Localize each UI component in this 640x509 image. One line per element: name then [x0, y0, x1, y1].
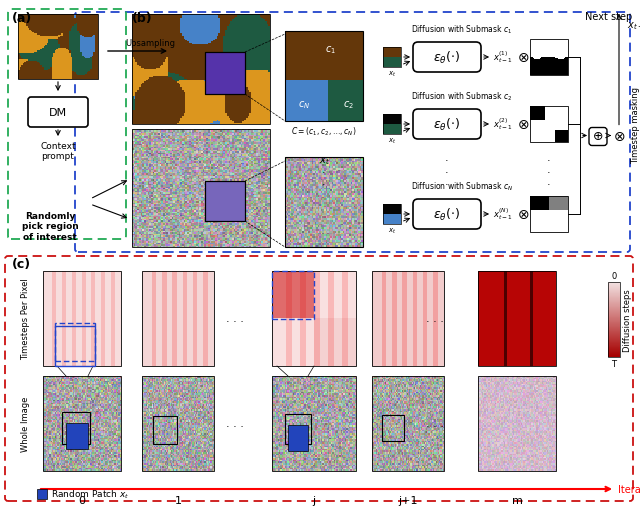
Text: T: T [611, 359, 616, 369]
Bar [382, 415, 404, 441]
Bar [608, 282, 620, 357]
Text: 1: 1 [175, 495, 182, 505]
Text: $x_{t-1}^{(2)}$: $x_{t-1}^{(2)}$ [493, 116, 513, 131]
Text: m: m [511, 495, 522, 505]
Text: Timesteps Per Pixel: Timesteps Per Pixel [22, 278, 31, 360]
Text: (b): (b) [132, 12, 152, 25]
Text: $x_{t-1}^{(1)}$: $x_{t-1}^{(1)}$ [493, 49, 513, 65]
Bar [478, 271, 556, 366]
Bar [285, 32, 363, 122]
Text: Diffusion steps: Diffusion steps [623, 289, 632, 351]
Text: . . .: . . . [226, 419, 244, 429]
Bar [285, 158, 363, 247]
Text: $\epsilon_\theta(\cdot)$: $\epsilon_\theta(\cdot)$ [433, 207, 461, 222]
Text: $\epsilon_\theta(\cdot)$: $\epsilon_\theta(\cdot)$ [433, 50, 461, 66]
Bar [18, 15, 98, 80]
Text: . . .: . . . [426, 419, 444, 429]
Bar [478, 376, 556, 471]
Text: 0: 0 [611, 271, 616, 280]
Text: (c): (c) [12, 258, 31, 270]
Text: Diffusion with Submask $c_2$: Diffusion with Submask $c_2$ [412, 90, 513, 103]
FancyBboxPatch shape [413, 43, 481, 73]
Bar [272, 271, 314, 319]
Bar [37, 489, 47, 499]
Text: Random Patch $x_t$: Random Patch $x_t$ [51, 488, 129, 500]
Text: . . .: . . . [426, 314, 444, 324]
Bar [55, 326, 95, 366]
Text: $x_{t-1}^{(N)}$: $x_{t-1}^{(N)}$ [493, 206, 513, 221]
Text: Next step: Next step [585, 12, 632, 22]
Bar [205, 182, 245, 221]
Text: $x_t$: $x_t$ [319, 155, 330, 166]
Bar [62, 412, 90, 444]
Bar [205, 53, 245, 95]
Bar [132, 15, 270, 125]
Text: .
.
.: . . . [547, 153, 551, 186]
Text: $x_{t-1}$: $x_{t-1}$ [627, 20, 640, 32]
Bar [272, 271, 356, 366]
Bar [272, 376, 356, 471]
Bar [205, 53, 245, 95]
Text: $\epsilon_\theta(\cdot)$: $\epsilon_\theta(\cdot)$ [433, 117, 461, 133]
Text: Timestep masking: Timestep masking [632, 87, 640, 163]
Bar [55, 323, 95, 361]
Bar [383, 115, 401, 135]
Text: $x_t$: $x_t$ [388, 227, 396, 236]
Text: .
.
.: . . . [445, 153, 449, 186]
Text: $\otimes$: $\otimes$ [517, 118, 529, 132]
Bar [153, 416, 177, 444]
Text: Iterations: Iterations [618, 484, 640, 494]
Text: Diffusion with Submask $c_1$: Diffusion with Submask $c_1$ [412, 23, 513, 36]
Text: $\otimes$: $\otimes$ [517, 208, 529, 221]
Text: 0: 0 [79, 495, 86, 505]
Text: Upsampling: Upsampling [125, 39, 175, 48]
Bar [142, 376, 214, 471]
Text: $\otimes$: $\otimes$ [517, 51, 529, 65]
Text: .
.
.: . . . [322, 153, 326, 186]
Bar [530, 196, 568, 233]
Text: Randomly
pick region
of interest: Randomly pick region of interest [22, 212, 78, 241]
Text: Diffusion with Submask $c_N$: Diffusion with Submask $c_N$ [411, 180, 513, 192]
Text: j+1: j+1 [398, 495, 418, 505]
Bar [530, 40, 568, 76]
Text: $c_2$: $c_2$ [342, 99, 353, 110]
FancyBboxPatch shape [413, 200, 481, 230]
Bar [288, 425, 308, 451]
Text: DM: DM [49, 108, 67, 118]
FancyBboxPatch shape [28, 98, 88, 128]
Bar [43, 271, 121, 366]
Bar [205, 182, 245, 221]
Text: Context
prompt: Context prompt [40, 142, 76, 161]
Text: $\oplus$: $\oplus$ [593, 130, 604, 143]
Text: $x_t$: $x_t$ [388, 70, 396, 79]
Bar [66, 423, 88, 449]
Text: . . .: . . . [226, 314, 244, 324]
FancyBboxPatch shape [413, 110, 481, 140]
Bar [132, 130, 270, 247]
Bar [530, 107, 568, 143]
Text: $c_N$: $c_N$ [298, 99, 310, 110]
Bar [383, 48, 401, 68]
FancyBboxPatch shape [589, 128, 607, 146]
Text: $x_t$: $x_t$ [388, 137, 396, 146]
Bar [372, 376, 444, 471]
Text: Whole Image: Whole Image [22, 396, 31, 451]
Bar [372, 271, 444, 366]
Text: j: j [312, 495, 316, 505]
Text: $\otimes$: $\otimes$ [613, 129, 625, 143]
Text: (a): (a) [12, 12, 32, 25]
Bar [142, 271, 214, 366]
Bar [43, 376, 121, 471]
Bar [285, 414, 311, 444]
Text: $c_1$: $c_1$ [324, 44, 335, 56]
Text: $C=(c_1,c_2,\ldots,c_N)$: $C=(c_1,c_2,\ldots,c_N)$ [291, 125, 356, 137]
Bar [383, 205, 401, 224]
